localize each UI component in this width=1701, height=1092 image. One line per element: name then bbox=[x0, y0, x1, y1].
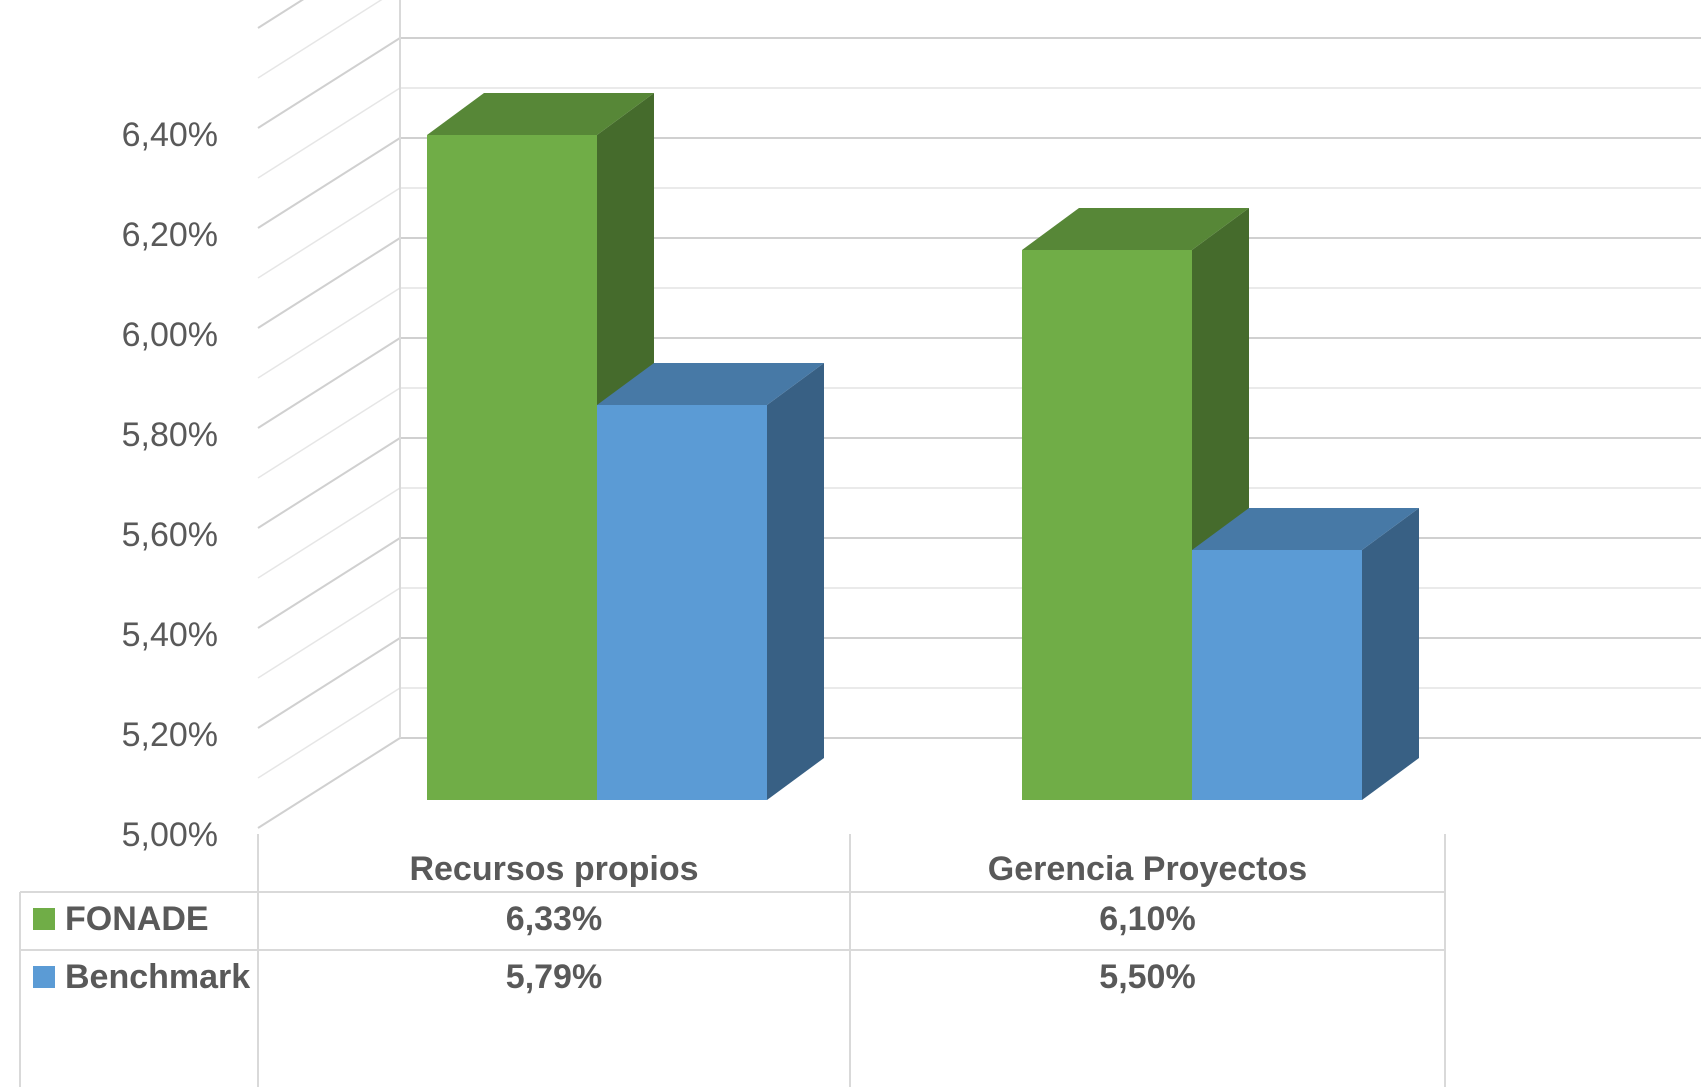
legend-swatch-fonade bbox=[33, 908, 55, 930]
category-label: Recursos propios bbox=[409, 850, 698, 888]
y-tick-label: 6,40% bbox=[122, 116, 218, 154]
bars bbox=[427, 93, 1419, 800]
gridline bbox=[257, 437, 401, 529]
bar-fonade-1 bbox=[1022, 208, 1249, 800]
gridline bbox=[257, 237, 401, 329]
bar-front bbox=[1192, 550, 1362, 800]
y-tick-label: 6,00% bbox=[122, 316, 218, 354]
gridline bbox=[257, 187, 401, 279]
y-tick-label: 6,20% bbox=[122, 216, 218, 254]
data-table: Recursos propios Gerencia Proyectos FONADE… bbox=[19, 834, 1446, 1087]
y-tick-label: 5,80% bbox=[122, 416, 218, 454]
gridline bbox=[257, 337, 401, 429]
legend-label: FONADE bbox=[65, 900, 209, 938]
gridline bbox=[257, 37, 401, 129]
gridline bbox=[257, 0, 305, 29]
bar-top bbox=[427, 93, 654, 135]
gridline bbox=[257, 737, 401, 829]
bar-benchmark-0 bbox=[597, 363, 824, 800]
gridline bbox=[257, 137, 401, 229]
gridline bbox=[257, 387, 401, 479]
bar-benchmark-1 bbox=[1192, 508, 1419, 800]
gridline bbox=[257, 637, 401, 729]
y-tick-label: 5,60% bbox=[122, 516, 218, 554]
gridline bbox=[257, 287, 401, 379]
data-label: 6,10% bbox=[1099, 900, 1195, 938]
data-label: 6,33% bbox=[506, 900, 602, 938]
y-tick-label: 5,40% bbox=[122, 616, 218, 654]
gridline bbox=[257, 0, 383, 79]
bar-side bbox=[767, 363, 824, 800]
gridline bbox=[257, 487, 401, 579]
legend-label: Benchmark bbox=[65, 958, 250, 996]
gridline bbox=[257, 87, 401, 179]
y-tick-label: 5,20% bbox=[122, 716, 218, 754]
y-tick-label: 5,00% bbox=[122, 816, 218, 854]
gridline bbox=[257, 537, 401, 629]
y-axis-ticks: 5,00% 5,20% 5,40% 5,60% 5,80% 6,00% 6,20% 6,40% bbox=[122, 116, 218, 854]
bar-top bbox=[1192, 508, 1419, 550]
bar-top bbox=[1022, 208, 1249, 250]
bar-top bbox=[597, 363, 824, 405]
data-label: 5,50% bbox=[1099, 958, 1195, 996]
bar-front bbox=[597, 405, 767, 800]
data-label: 5,79% bbox=[506, 958, 602, 996]
gridline bbox=[257, 587, 401, 679]
bar-side bbox=[1362, 508, 1419, 800]
category-label: Gerencia Proyectos bbox=[988, 850, 1307, 888]
bar-front bbox=[427, 135, 597, 800]
gridline bbox=[257, 687, 401, 779]
legend-swatch-benchmark bbox=[33, 966, 55, 988]
bar-front bbox=[1022, 250, 1192, 800]
